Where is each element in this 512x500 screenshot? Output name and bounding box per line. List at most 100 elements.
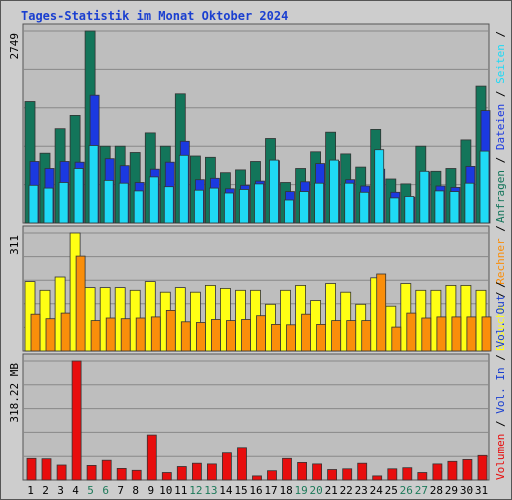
bar-rechner-day-20 (316, 323, 327, 352)
bar-rechner-day-25 (391, 326, 402, 352)
bar-rechner-day-7 (120, 318, 131, 352)
legend-entry: / (494, 157, 507, 170)
legend-bottom: Volumen / Vol. In / Vol. Out / (494, 281, 507, 480)
legend-entry: Dateien (494, 104, 507, 157)
x-tick-label: 20 (309, 484, 322, 497)
legend-entry: Vol. In (494, 367, 507, 420)
bar-seiten-day-8 (133, 190, 144, 224)
bar-volumen-day-26 (402, 467, 413, 481)
bar-volumen-day-2 (41, 458, 52, 481)
bar-besuche-day-9 (144, 281, 156, 352)
bar-volumen-day-20 (312, 463, 323, 481)
bar-volumen-day-16 (252, 475, 262, 481)
bar-rechner-day-10 (165, 309, 176, 352)
legend-entry: Vol. Out (494, 295, 507, 355)
bar-seiten-day-3 (58, 182, 69, 224)
x-tick-label: 26 (400, 484, 413, 497)
x-tick-label: 12 (189, 484, 202, 497)
bar-rechner-day-6 (105, 317, 116, 352)
legend-entry: / (494, 420, 507, 433)
x-tick-label: 11 (174, 484, 187, 497)
bar-rechner-day-26 (406, 312, 417, 352)
x-tick-label: 31 (475, 484, 488, 497)
bar-rechner-day-31 (481, 316, 492, 352)
bar-seiten-day-2 (43, 187, 54, 224)
legend-entry: / (494, 354, 507, 367)
bar-rechner-day-28 (436, 316, 447, 352)
legend-entry: Anfragen (494, 170, 507, 223)
bar-rechner-day-1 (30, 313, 41, 352)
x-tick-label: 2 (42, 484, 49, 497)
panel-bottom (22, 353, 490, 481)
bar-seiten-day-26 (404, 196, 415, 224)
bar-seiten-day-12 (193, 189, 204, 224)
x-tick-label: 28 (430, 484, 443, 497)
legend-entry: Rechner (494, 238, 507, 291)
legend-entry: Besuche (494, 305, 507, 351)
bar-rechner-day-13 (210, 319, 221, 352)
bar-rechner-day-14 (225, 320, 236, 352)
bar-rechner-day-12 (195, 322, 206, 352)
bar-seiten-day-30 (464, 182, 475, 224)
bar-seiten-day-27 (419, 170, 430, 224)
bar-besuche-day-21 (325, 283, 337, 352)
bar-volumen-day-27 (417, 472, 428, 481)
bar-volumen-day-28 (432, 463, 443, 481)
bar-rechner-day-11 (180, 321, 191, 352)
x-tick-label: 8 (132, 484, 139, 497)
bar-seiten-day-28 (434, 190, 445, 224)
bar-volumen-day-5 (86, 464, 97, 481)
x-tick-label: 9 (147, 484, 154, 497)
legend-middle: Besuche / Rechner / (494, 225, 507, 351)
x-tick-label: 7 (117, 484, 124, 497)
bar-seiten-day-9 (148, 176, 159, 224)
bar-seiten-day-29 (449, 191, 460, 224)
x-tick-label: 27 (415, 484, 428, 497)
bar-seiten-day-4 (73, 168, 84, 224)
bar-rechner-day-16 (256, 315, 266, 352)
bar-seiten-day-21 (329, 159, 340, 224)
bar-rechner-day-23 (361, 320, 372, 352)
bar-volumen-day-7 (116, 467, 127, 481)
bar-seiten-day-1 (28, 184, 39, 224)
bar-volumen-day-24 (372, 475, 383, 481)
legend-entry: / (494, 291, 507, 304)
bar-volumen-day-17 (267, 470, 277, 481)
bar-seiten-day-22 (344, 182, 355, 224)
legend-entry: / (494, 31, 507, 44)
legend-entry: / (494, 225, 507, 238)
x-tick-label: 14 (219, 484, 233, 497)
bar-rechner-day-2 (45, 318, 56, 352)
bar-seiten-day-7 (118, 182, 129, 224)
x-tick-label: 29 (445, 484, 458, 497)
x-tick-label: 16 (249, 484, 262, 497)
legend-entry: Seiten (494, 44, 507, 90)
bar-rechner-day-4 (75, 255, 86, 352)
bar-seiten-day-15 (239, 189, 249, 224)
bar-seiten-day-13 (208, 187, 219, 224)
bar-volumen-day-9 (146, 434, 157, 481)
bar-volumen-day-10 (161, 472, 172, 481)
bar-rechner-day-30 (466, 316, 477, 352)
bar-volumen-day-14 (221, 452, 232, 481)
bar-volumen-day-19 (297, 461, 308, 481)
x-tick-label: 3 (57, 484, 64, 497)
bar-seiten-day-16 (254, 183, 264, 224)
legend-top: Anfragen / Dateien / Seiten / (494, 31, 507, 223)
bar-seiten-day-23 (359, 191, 370, 224)
bar-volumen-day-8 (131, 469, 142, 481)
bar-rechner-day-5 (90, 320, 101, 352)
bar-volumen-day-1 (26, 457, 37, 481)
bar-besuche-day-13 (204, 284, 216, 352)
bar-volumen-day-15 (237, 447, 247, 481)
bar-seiten-day-31 (479, 150, 490, 224)
x-tick-label: 21 (325, 484, 338, 497)
bar-besuche-day-18 (280, 289, 291, 352)
bar-seiten-day-14 (223, 192, 234, 224)
bar-rechner-day-19 (301, 313, 312, 352)
bar-rechner-day-18 (286, 324, 296, 352)
y-max-label: 318.22 MB (8, 363, 21, 423)
x-tick-label: 23 (355, 484, 368, 497)
